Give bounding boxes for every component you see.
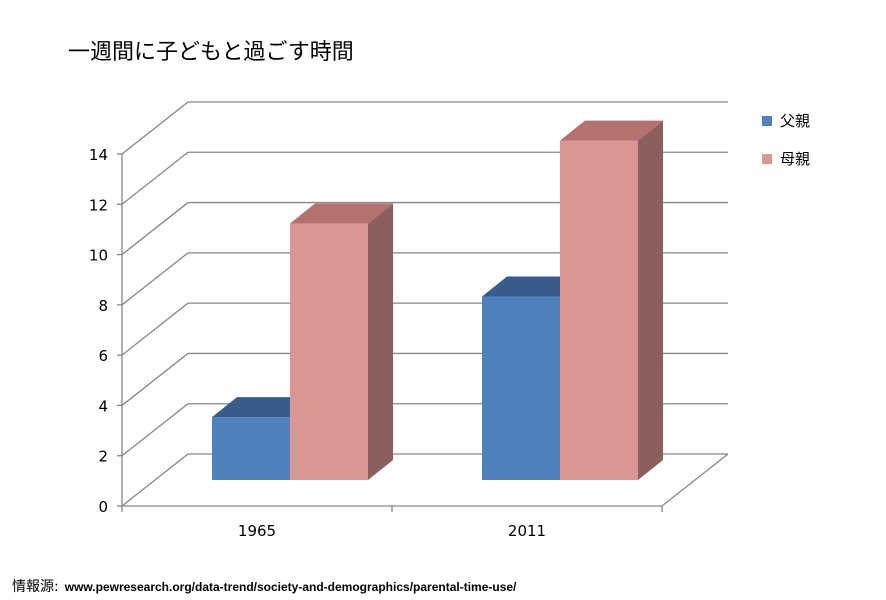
chart-title: 一週間に子どもと過ごす時間 <box>68 40 354 65</box>
bar-top <box>560 120 663 141</box>
side-gridline <box>121 453 189 507</box>
legend-item-mother: 母親 <box>762 148 810 169</box>
bar-top <box>482 276 585 297</box>
y-tick-label: 2 <box>98 448 108 466</box>
source-note: 情報源: www.pewresearch.org/data-trend/soci… <box>12 576 516 596</box>
side-gridline <box>121 151 189 205</box>
legend-swatch-father <box>762 115 772 126</box>
bar-front <box>560 140 638 481</box>
x-tick-label: 1965 <box>238 522 276 540</box>
bar-top <box>290 203 393 224</box>
bar-front <box>212 417 290 480</box>
axis-layer <box>117 153 663 512</box>
legend-swatch-mother <box>762 153 772 164</box>
floor-edge <box>661 453 729 507</box>
label-layer: 0 2 4 6 8 10 12 14 1965 2011 <box>89 146 546 540</box>
side-gridline <box>121 302 189 356</box>
bar-front <box>290 223 368 481</box>
y-tick-label: 14 <box>89 146 108 164</box>
side-gridline <box>121 252 189 306</box>
y-tick-label: 6 <box>98 347 108 365</box>
side-gridline <box>121 403 189 457</box>
side-gridline <box>121 202 189 256</box>
bar-layer <box>212 120 663 481</box>
bar-front <box>482 296 560 480</box>
legend-item-father: 父親 <box>762 110 810 131</box>
bar-top <box>212 397 315 418</box>
x-tick-label: 2011 <box>508 522 546 540</box>
bar-mother-1965 <box>290 203 393 481</box>
legend-label-father: 父親 <box>780 112 811 130</box>
y-tick-label: 4 <box>98 397 108 415</box>
y-tick-label: 10 <box>89 247 108 265</box>
side-gridline <box>121 352 189 406</box>
side-gridline <box>121 101 189 155</box>
y-tick-label: 12 <box>89 196 108 214</box>
bar-side <box>368 203 393 481</box>
y-tick-label: 0 <box>98 498 108 516</box>
bar-mother-2011 <box>560 120 663 481</box>
y-tick-label: 8 <box>98 297 108 315</box>
source-label: 情報源: <box>12 579 59 595</box>
legend-label-mother: 母親 <box>780 150 811 168</box>
source-url: www.pewresearch.org/data-trend/society-a… <box>64 580 517 594</box>
bar-side <box>638 120 663 481</box>
